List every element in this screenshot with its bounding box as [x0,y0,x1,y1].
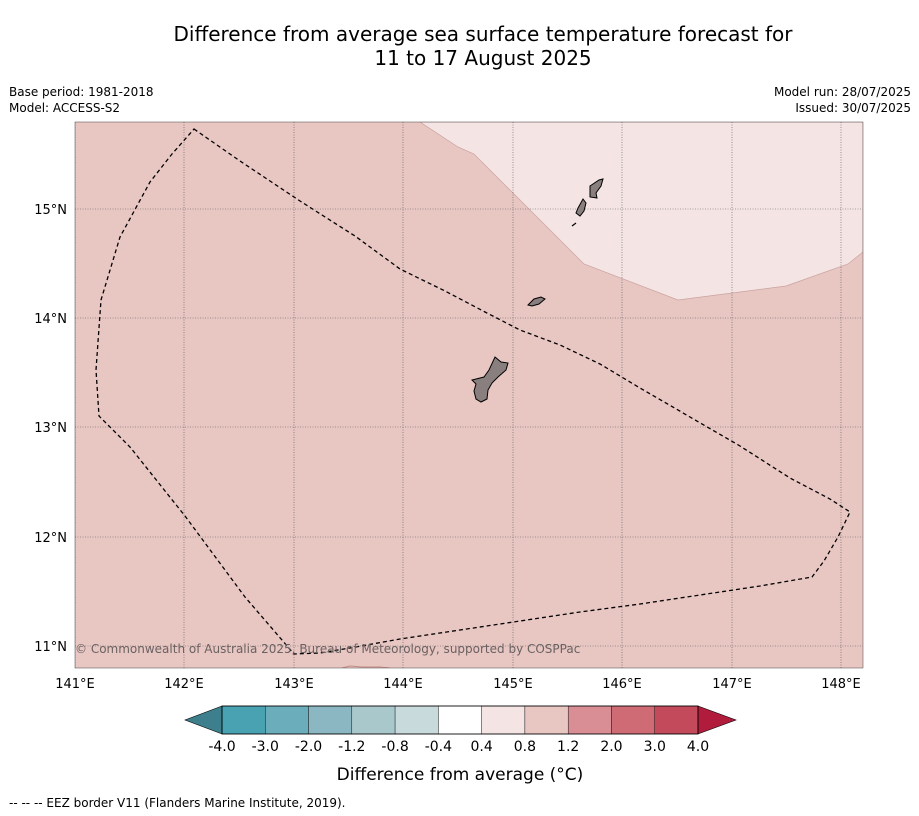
lat-tick-label: 11°N [34,640,67,655]
colorbar-segment [265,705,309,735]
lon-tick-label: 148°E [821,677,861,692]
island-rota [527,296,546,307]
lon-tick-label: 141°E [55,677,95,692]
colorbar-segment [221,705,266,735]
colorbar-tick-label: -4.0 [208,739,235,755]
colorbar-tick-label: -3.0 [252,739,279,755]
colorbar-segment [481,705,526,735]
lat-tick-label: 14°N [34,312,67,327]
colorbar-segment [611,705,655,735]
colorbar-tick-label: 2.0 [600,739,622,755]
island-aguijan [571,222,577,227]
colorbar-segment [351,705,396,735]
map-title: Difference from average sea surface temp… [60,22,906,70]
anomaly-contour-bottom [341,665,391,668]
map-title-line2: 11 to 17 August 2025 [374,46,592,70]
colorbar-segment [438,705,482,735]
colorbar-tick-label: 0.8 [514,739,536,755]
colorbar-over-arrow [697,705,737,735]
issued-text: Issued: 30/07/2025 [795,101,911,115]
colorbar-segment [654,705,699,735]
colorbar-tick-label: -1.2 [338,739,365,755]
colorbar-label: Difference from average (°C) [337,765,584,785]
island-saipan [589,178,604,199]
lon-tick-label: 144°E [383,677,423,692]
anomaly-fill-0.4-0.8 [419,122,863,301]
map-title-line1: Difference from average sea surface temp… [173,22,793,46]
map-frame [74,121,864,669]
meta-right: Model run: 28/07/2025 Issued: 30/07/2025 [774,84,911,116]
colorbar-tick-label: 3.0 [644,739,666,755]
eez-footnote: -- -- -- EEZ border V11 (Flanders Marine… [9,796,346,810]
colorbar-tick-label: 1.2 [557,739,579,755]
model-run-text: Model run: 28/07/2025 [773,85,911,99]
eez-border [95,128,851,655]
colorbar-tick-label: 4.0 [687,739,709,755]
lat-tick-label: 13°N [34,421,67,436]
lat-tick-label: 15°N [34,203,67,218]
colorbar-tick-label: -2.0 [295,739,322,755]
model-text: Model: ACCESS-S2 [9,101,121,115]
lat-tick-label: 12°N [34,531,67,546]
meta-left: Base period: 1981-2018 Model: ACCESS-S2 [9,84,154,116]
lon-tick-label: 147°E [712,677,752,692]
lon-tick-label: 142°E [164,677,204,692]
colorbar-segment [567,705,612,735]
colorbar-segment [524,705,569,735]
colorbar-segment [394,705,439,735]
colorbar-tick-label: 0.4 [471,739,493,755]
lon-tick-label: 146°E [602,677,642,692]
colorbar-tick-label: -0.4 [425,739,452,755]
base-period-text: Base period: 1981-2018 [9,85,154,99]
map-layer [75,122,863,668]
island-tinian [575,198,587,217]
colorbar-tick-label: -0.8 [381,739,408,755]
colorbar-frame [221,705,699,735]
copyright-text: © Commonwealth of Australia 2025, Bureau… [75,642,580,656]
lon-tick-label: 143°E [274,677,314,692]
island-guam [471,356,509,403]
lon-tick-label: 145°E [493,677,533,692]
colorbar-segment [308,705,353,735]
colorbar-under-arrow [184,705,223,735]
